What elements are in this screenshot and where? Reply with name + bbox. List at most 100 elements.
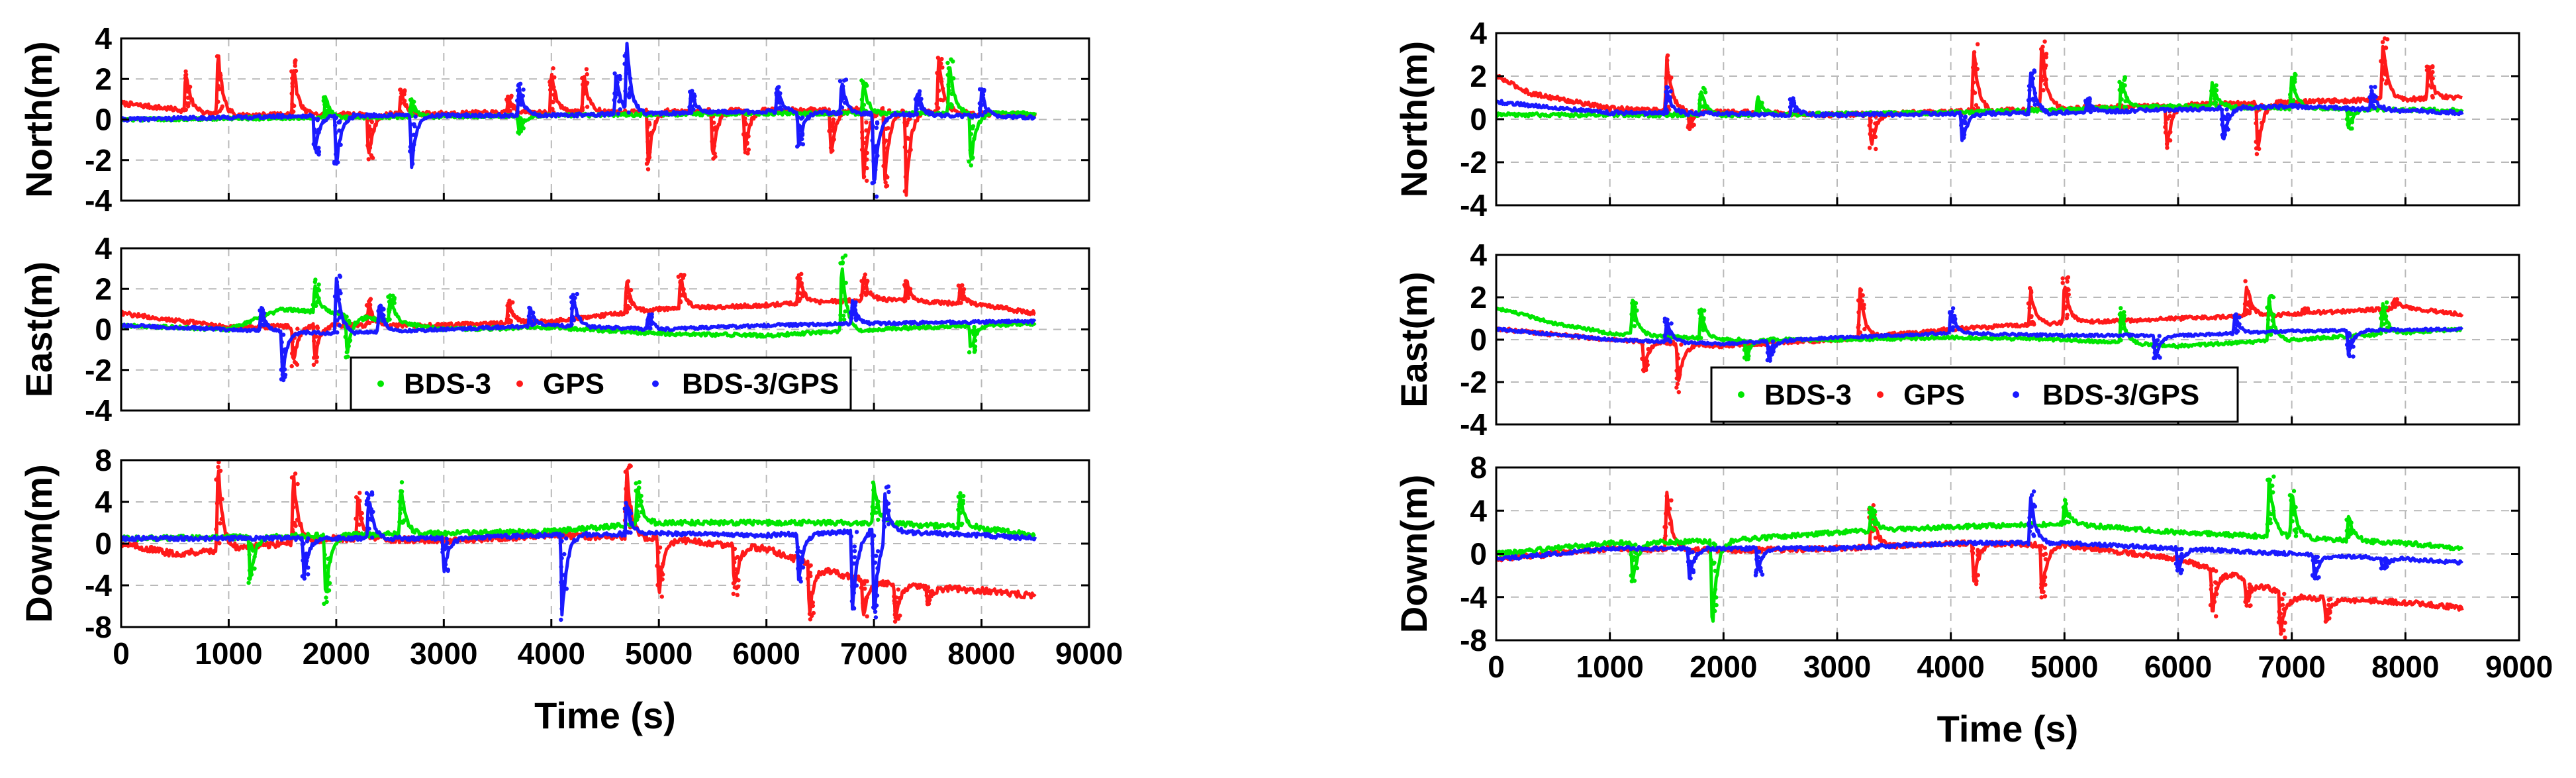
x-tick-label: 6000 (732, 636, 800, 671)
series-point (1950, 328, 1955, 332)
legend-marker (377, 380, 384, 387)
series-point (875, 154, 880, 158)
series-point (874, 125, 879, 130)
series-point (2041, 589, 2046, 595)
series-point (2243, 279, 2248, 283)
series-point (2369, 85, 2373, 89)
series-point (2211, 92, 2216, 97)
series-point (2257, 134, 2262, 138)
series-point (2248, 603, 2253, 608)
series-point (798, 126, 804, 131)
series-point (528, 309, 533, 313)
series-point (570, 315, 575, 320)
series-point (893, 608, 898, 613)
series-point (410, 101, 415, 105)
series-point (548, 83, 553, 87)
series-point (584, 67, 589, 72)
series-point (628, 516, 633, 522)
series-point (940, 86, 945, 91)
series-point (2164, 142, 2170, 146)
series-point (216, 493, 221, 497)
series-point (861, 605, 866, 609)
series-point (408, 133, 413, 138)
series-point (1974, 579, 1979, 583)
legend-marker (2013, 391, 2019, 398)
series-point (807, 611, 812, 616)
series-point (971, 156, 975, 160)
series-point (902, 283, 907, 287)
series-point (1788, 105, 1793, 109)
legend: BDS-3 GPS BDS-3/GPS (350, 356, 852, 411)
series-point (616, 92, 620, 97)
series-point (946, 84, 951, 89)
x-tick-label: 0 (113, 636, 130, 671)
series-point (971, 328, 976, 333)
series-point (2043, 582, 2048, 587)
series-point (612, 98, 616, 103)
series-point (322, 552, 327, 558)
series-point (1665, 85, 1670, 90)
series-point (2383, 81, 2389, 86)
series-point (906, 294, 910, 299)
north-y-axis-label: North(m) (1393, 41, 1435, 197)
series-point (183, 72, 189, 77)
series-point (1630, 314, 1635, 318)
series-point (1856, 322, 1861, 328)
series-point (2233, 326, 2238, 331)
series-point (961, 493, 966, 499)
series-point (1754, 557, 1759, 561)
series-point (969, 163, 974, 168)
series-point (306, 572, 310, 577)
series-point (2165, 146, 2170, 150)
series-point (2382, 36, 2387, 41)
series-point (2041, 552, 2046, 558)
down-panel: -8 -4 0 4 8 Down(m) (1393, 450, 2520, 657)
series-point (304, 552, 309, 556)
series-point (659, 594, 664, 599)
series-point (637, 485, 642, 491)
series-point (2260, 121, 2264, 125)
series-point (714, 127, 718, 132)
series-point (2151, 344, 2156, 350)
series-point (520, 123, 524, 128)
series-point (291, 505, 296, 510)
series-point (626, 279, 631, 283)
series-point (798, 579, 803, 584)
series-point (2267, 477, 2273, 483)
series-point (1742, 356, 1747, 360)
series-point (289, 364, 294, 369)
series-point (2384, 305, 2389, 310)
series-point (2324, 607, 2329, 612)
series-point (885, 516, 890, 522)
series-point (865, 178, 869, 183)
series-point (2291, 489, 2297, 493)
series-point (645, 125, 650, 130)
down-panel: -8 -4 0 4 8 Down(m) (18, 443, 1090, 644)
series-point (2393, 300, 2398, 305)
series-point (831, 117, 836, 122)
series-line (1496, 495, 2463, 580)
series-point (216, 475, 220, 479)
series-point (1870, 128, 1876, 133)
series-point (800, 115, 805, 120)
series-point (2326, 603, 2331, 607)
series-point (1667, 98, 1672, 103)
series-point (310, 307, 315, 312)
series-line (1496, 44, 2463, 148)
north-gridlines (1496, 33, 2519, 205)
series-point (623, 89, 628, 93)
series-point (2120, 319, 2124, 324)
y-tick-label: 0 (95, 526, 112, 561)
series-point (917, 93, 922, 97)
series-point (216, 460, 221, 465)
series-point (283, 347, 287, 352)
legend-entry: BDS-3 (1764, 379, 1852, 411)
series-point (870, 181, 875, 185)
series-point (1770, 339, 1776, 344)
series-point (367, 134, 372, 139)
series-point (2293, 527, 2299, 532)
series-point (386, 295, 391, 299)
series-point (314, 355, 320, 360)
series-point (2123, 328, 2128, 333)
series-point (2276, 620, 2281, 624)
